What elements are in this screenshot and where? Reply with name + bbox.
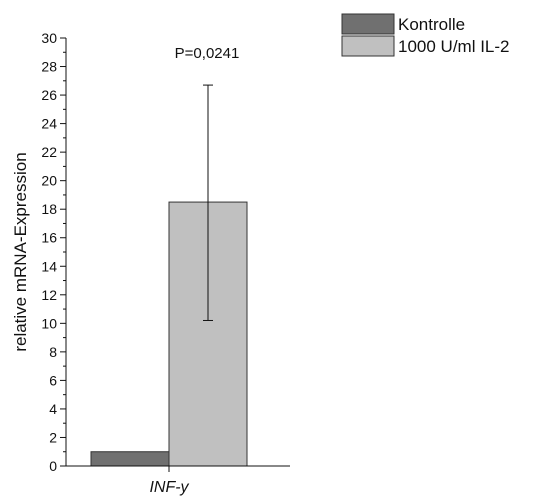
legend-label: 1000 U/ml IL-2: [398, 37, 510, 56]
y-tick-label: 10: [41, 315, 57, 331]
legend-label: Kontrolle: [398, 15, 465, 34]
y-tick-label: 8: [49, 344, 57, 360]
legend-swatch: [341, 35, 395, 57]
legend: Kontrolle 1000 U/ml IL-2: [341, 13, 510, 57]
bar-kontrolle: [90, 451, 170, 467]
legend-swatch: [341, 13, 395, 35]
y-tick-label: 6: [49, 372, 57, 388]
y-tick-label: 28: [41, 59, 57, 75]
y-tick-label: 0: [49, 458, 57, 474]
y-tick-label: 30: [41, 30, 57, 46]
x-axis: INF-y: [66, 465, 290, 496]
y-tick-label: 26: [41, 87, 57, 103]
y-axis-title: relative mRNA-Expression: [11, 152, 30, 351]
error-bars: [203, 84, 213, 321]
y-tick-label: 12: [41, 287, 57, 303]
y-tick-label: 20: [41, 173, 57, 189]
p-value-annotation: P=0,0241: [175, 45, 240, 62]
y-tick-label: 4: [49, 401, 57, 417]
y-tick-label: 2: [49, 429, 57, 445]
y-tick-label: 16: [41, 230, 57, 246]
x-category-label: INF-y: [149, 479, 189, 496]
y-tick-label: 22: [41, 144, 57, 160]
y-tick-label: 18: [41, 201, 57, 217]
y-tick-label: 14: [41, 258, 57, 274]
bars: [90, 201, 248, 467]
y-tick-label: 24: [41, 116, 57, 132]
